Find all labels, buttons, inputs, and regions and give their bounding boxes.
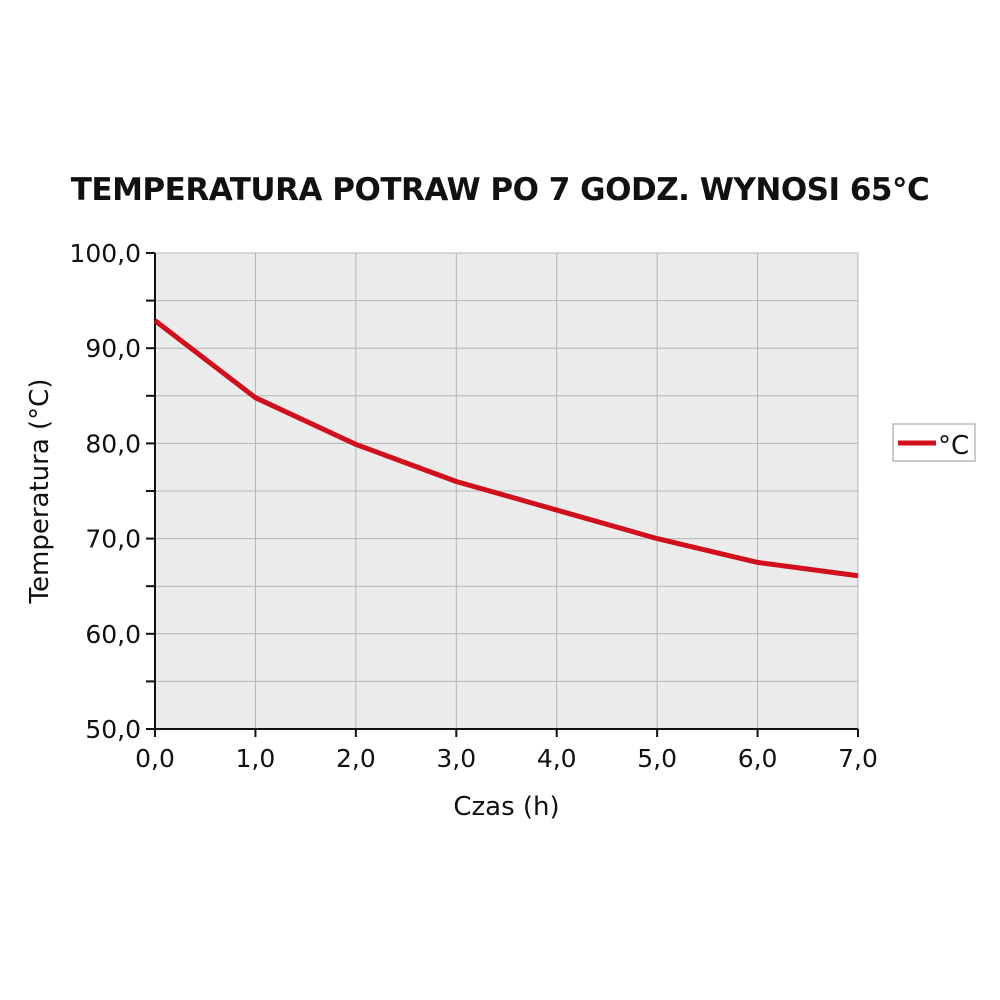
legend-label: °C — [938, 431, 969, 461]
x-tick-label: 4,0 — [537, 744, 577, 773]
y-tick-label: 50,0 — [85, 715, 141, 744]
x-tick-label: 0,0 — [135, 744, 175, 773]
x-tick-label: 7,0 — [838, 744, 878, 773]
series-line — [153, 318, 859, 579]
x-tick-label: 2,0 — [336, 744, 376, 773]
chart-title: TEMPERATURA POTRAW PO 7 GODZ. WYNOSI 65°… — [70, 172, 930, 208]
y-tick-label: 100,0 — [69, 239, 141, 268]
x-tick-label: 6,0 — [738, 744, 778, 773]
x-tick-label: 1,0 — [236, 744, 276, 773]
y-tick-label: 70,0 — [85, 525, 141, 554]
y-tick-label: 80,0 — [85, 429, 141, 458]
x-tick-label: 5,0 — [637, 744, 677, 773]
x-tick-label: 3,0 — [436, 744, 476, 773]
y-tick-label: 60,0 — [85, 620, 141, 649]
y-axis-label: Temperatura (°C) — [25, 379, 55, 605]
x-axis-label: Czas (h) — [453, 792, 559, 822]
y-tick-label: 90,0 — [85, 334, 141, 363]
